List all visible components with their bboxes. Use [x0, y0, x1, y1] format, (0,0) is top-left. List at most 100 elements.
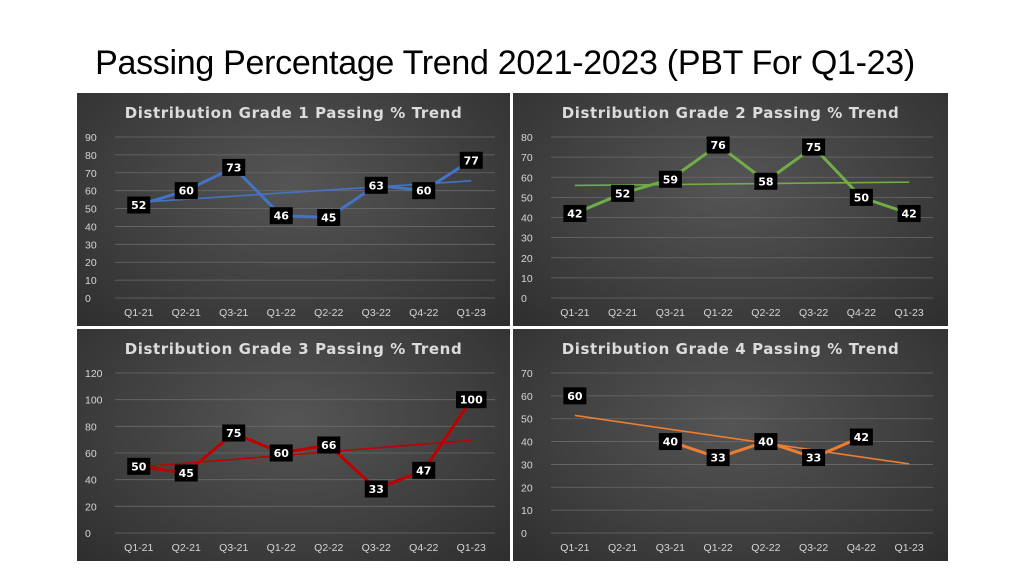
x-tick-label: Q3-21	[219, 542, 248, 554]
y-tick-label: 30	[521, 233, 533, 245]
y-tick-label: 70	[521, 152, 533, 164]
x-tick-label: Q1-23	[895, 307, 924, 319]
y-tick-label: 50	[521, 414, 533, 426]
data-label: 66	[321, 439, 337, 452]
x-tick-label: Q3-21	[219, 307, 248, 319]
x-tick-label: Q2-22	[751, 307, 780, 319]
x-tick-label: Q1-21	[560, 307, 589, 319]
y-tick-label: 90	[85, 132, 97, 144]
data-label-box	[802, 138, 826, 156]
x-tick-label: Q3-22	[362, 307, 391, 319]
data-label-box	[706, 449, 730, 467]
data-label-box	[222, 158, 246, 176]
x-tick-label: Q1-22	[704, 307, 733, 319]
data-label-box	[269, 207, 293, 225]
data-label: 75	[806, 141, 821, 154]
y-tick-label: 0	[85, 528, 91, 540]
data-label: 60	[416, 185, 432, 198]
x-tick-label: Q4-22	[409, 307, 438, 319]
chart-grade-3: Distribution Grade 3 Passing % Trend 0 20 4…	[77, 329, 510, 561]
y-tick-label: 20	[85, 501, 97, 513]
y-tick-label: 60	[521, 172, 533, 184]
y-tick-label: 70	[521, 368, 533, 380]
chart-svg: Distribution Grade 1 Passing % Trend 0 10 2…	[85, 104, 495, 319]
data-label-box	[412, 461, 436, 479]
chart-title: Distribution Grade 1 Passing % Trend	[125, 104, 463, 122]
y-tick-label: 10	[521, 273, 533, 285]
x-tick-label: Q1-23	[457, 307, 486, 319]
y-tick-label: 20	[521, 482, 533, 494]
x-tick-label: Q2-21	[172, 307, 201, 319]
x-tick-label: Q3-21	[656, 542, 685, 554]
data-label: 52	[131, 199, 146, 212]
chart-svg: Distribution Grade 2 Passing % Trend 0 10 2…	[521, 104, 933, 319]
data-label: 58	[758, 175, 773, 188]
y-tick-label: 80	[521, 132, 533, 144]
data-label-box	[897, 204, 921, 222]
data-label-box	[456, 391, 487, 409]
data-label: 33	[369, 483, 384, 496]
y-tick-label: 20	[521, 253, 533, 265]
x-tick-label: Q1-22	[704, 542, 733, 554]
x-tick-label: Q2-22	[314, 307, 343, 319]
x-tick-label: Q3-22	[799, 307, 828, 319]
data-label-box	[849, 188, 873, 206]
x-tick-label: Q3-22	[799, 542, 828, 554]
y-tick-label: 80	[85, 421, 97, 433]
data-label: 60	[567, 390, 583, 403]
data-label-box	[658, 433, 682, 451]
x-tick-label: Q2-21	[172, 542, 201, 554]
data-label: 40	[663, 436, 679, 449]
data-label: 77	[464, 154, 479, 167]
data-label: 50	[854, 191, 870, 204]
data-label: 42	[854, 431, 869, 444]
y-tick-label: 30	[85, 239, 97, 251]
y-tick-label: 0	[521, 293, 527, 305]
y-tick-label: 0	[521, 528, 527, 540]
data-label: 63	[369, 179, 384, 192]
data-label-box	[563, 204, 587, 222]
x-tick-label: Q1-22	[267, 307, 296, 319]
data-label-box	[317, 436, 341, 454]
y-tick-label: 40	[521, 213, 533, 225]
x-tick-label: Q2-21	[608, 542, 637, 554]
data-label-box	[269, 444, 293, 462]
chart-title: Distribution Grade 4 Passing % Trend	[562, 340, 900, 358]
x-tick-label: Q2-21	[608, 307, 637, 319]
chart-title: Distribution Grade 2 Passing % Trend	[562, 104, 900, 122]
y-tick-label: 60	[521, 391, 533, 403]
data-label: 42	[567, 207, 582, 220]
y-tick-label: 60	[85, 448, 97, 460]
y-tick-label: 0	[85, 293, 91, 305]
data-label: 52	[615, 187, 630, 200]
y-tick-label: 60	[85, 186, 97, 198]
chart-title: Distribution Grade 3 Passing % Trend	[125, 340, 463, 358]
x-tick-label: Q1-22	[267, 542, 296, 554]
page-title: Passing Percentage Trend 2021-2023 (PBT …	[95, 44, 915, 82]
x-tick-label: Q4-22	[847, 542, 876, 554]
data-label-box	[412, 182, 436, 200]
data-label-box	[174, 464, 198, 482]
data-label: 33	[710, 452, 725, 465]
x-tick-label: Q1-21	[560, 542, 589, 554]
chart-grade-4: Distribution Grade 4 Passing % Trend 0 10 2…	[513, 329, 948, 561]
y-tick-label: 20	[85, 257, 97, 269]
y-tick-label: 50	[85, 204, 97, 216]
data-label-box	[364, 480, 388, 498]
data-label: 100	[460, 394, 483, 407]
x-tick-label: Q3-21	[656, 307, 685, 319]
chart-grade-1: Distribution Grade 1 Passing % Trend 0 10 2…	[77, 93, 510, 326]
data-label: 42	[901, 207, 916, 220]
x-tick-label: Q1-21	[124, 307, 153, 319]
data-label: 40	[758, 436, 774, 449]
data-label-box	[754, 172, 778, 190]
x-tick-label: Q1-21	[124, 542, 153, 554]
data-label-box	[174, 182, 198, 200]
data-label: 76	[710, 139, 726, 152]
data-label: 75	[226, 427, 241, 440]
x-tick-label: Q3-22	[362, 542, 391, 554]
chart-svg: Distribution Grade 4 Passing % Trend 0 10 2…	[521, 340, 933, 554]
x-tick-label: Q2-22	[751, 542, 780, 554]
data-label: 46	[274, 210, 290, 223]
data-label-box	[127, 196, 151, 214]
